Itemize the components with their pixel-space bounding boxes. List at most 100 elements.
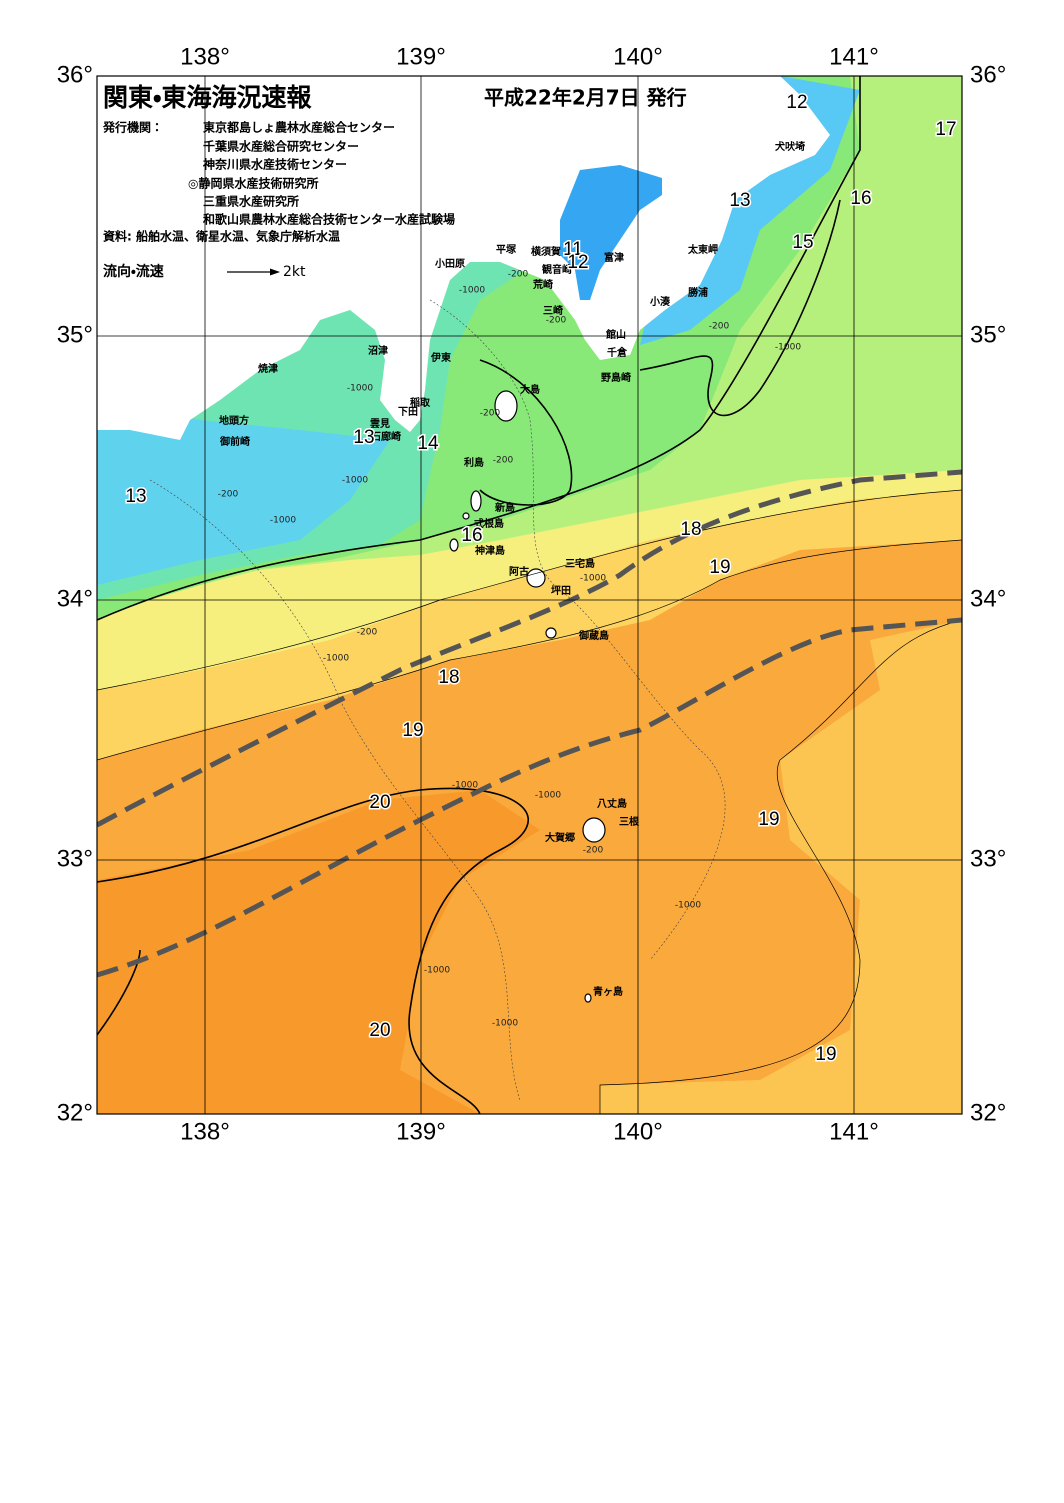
- depth-label: -1000: [580, 574, 606, 584]
- depth-label: -1000: [347, 384, 373, 394]
- latitude-label: 32°: [57, 1099, 93, 1126]
- latitude-label: 35°: [970, 321, 1006, 348]
- isotherm-label: 17: [935, 119, 956, 140]
- depth-label: -1000: [459, 286, 485, 296]
- isotherm: [97, 539, 962, 761]
- latitude-label: 36°: [57, 61, 93, 88]
- place-name: 三崎: [543, 304, 563, 317]
- place-name: 焼津: [258, 362, 278, 375]
- zone-19: [600, 620, 962, 1114]
- island: [462, 512, 470, 520]
- isotherm-label: 13: [353, 427, 374, 448]
- isotherm-label: 12: [786, 92, 807, 113]
- place-name: 利島: [464, 456, 484, 469]
- place-name: 勝浦: [688, 286, 708, 299]
- isotherm-label: 18: [438, 667, 459, 688]
- place-name: 沼津: [368, 344, 388, 357]
- longitude-label: 141°: [829, 1118, 879, 1145]
- place-name: 阿古: [509, 565, 529, 578]
- longitude-label: 140°: [613, 1118, 663, 1145]
- issuer: 三重県水産研究所: [203, 194, 299, 209]
- isotherm-label: 20: [369, 792, 390, 813]
- place-name: 神津島: [474, 544, 505, 557]
- island: [526, 568, 546, 588]
- place-name: 観音崎: [542, 263, 572, 276]
- place-name: 富津: [604, 251, 624, 264]
- isotherm-label: 19: [758, 809, 779, 830]
- depth-label: -200: [218, 490, 239, 500]
- latitude-label: 32°: [970, 1099, 1006, 1126]
- isotherm-label: 19: [402, 720, 423, 741]
- depth-label: -1000: [342, 476, 368, 486]
- isotherm-label: 20: [369, 1020, 390, 1041]
- isotherm-label: 19: [709, 557, 730, 578]
- place-name: 御蔵島: [578, 629, 609, 642]
- land: [97, 76, 830, 440]
- place-name: 雲見: [370, 418, 390, 430]
- issuer-label: 発行機関：: [102, 120, 163, 135]
- place-name: 下田: [398, 406, 418, 418]
- legend-arrowhead: [270, 268, 280, 276]
- depth-label: -1000: [270, 516, 296, 526]
- issuer: 和歌山県農林水産総合技術センター水産試験場: [202, 212, 455, 227]
- longitude-label: 138°: [180, 43, 230, 70]
- isotherms: [97, 76, 962, 1114]
- zone-13-14: [97, 400, 390, 585]
- isotherm: [639, 199, 841, 417]
- place-name: 坪田: [551, 584, 571, 597]
- islands: [449, 390, 606, 1003]
- data-source: 資料: 船舶水温、衛星水温、気象庁解析水温: [103, 229, 340, 244]
- place-name: 式根島: [474, 517, 504, 530]
- place-name: 地頭方: [219, 414, 249, 427]
- issuer: 千葉県水産総合研究センター: [203, 139, 359, 154]
- latitude-label: 33°: [970, 845, 1006, 872]
- legend-label: 流向・流速: [103, 263, 164, 280]
- place-name: 御前崎: [219, 435, 250, 448]
- kuroshio-axis: [97, 617, 962, 978]
- longitude-label: 138°: [180, 1118, 230, 1145]
- place-name: 青ヶ島: [593, 985, 623, 998]
- isotherm: [479, 359, 573, 506]
- depth-label: -200: [583, 846, 604, 856]
- depth-label: -200: [546, 316, 567, 326]
- depth-contour: [149, 479, 521, 1101]
- place-name: 小湊: [649, 295, 671, 308]
- isotherm-label: 15: [792, 232, 813, 253]
- place-name: 稲取: [410, 396, 431, 409]
- isotherm-label: 14: [417, 433, 439, 454]
- depth-label: -1000: [775, 343, 801, 353]
- latitude-label: 33°: [57, 845, 93, 872]
- place-name: 荒崎: [532, 278, 553, 291]
- latitude-label: 36°: [970, 61, 1006, 88]
- isotherm: [97, 489, 962, 691]
- issuer: ◎静岡県水産技術研究所: [188, 176, 318, 191]
- isotherm-label: 11: [563, 239, 583, 260]
- place-name: 三宅島: [565, 557, 595, 570]
- longitude-label: 140°: [613, 43, 663, 70]
- place-name: 三根: [619, 815, 640, 828]
- place-name: 新島: [494, 501, 515, 514]
- depth-label: -200: [508, 270, 529, 280]
- tokyo-bay: [560, 165, 662, 300]
- depth-label: -1000: [535, 791, 561, 801]
- isotherm: [599, 619, 962, 1114]
- place-name: 野島崎: [601, 371, 631, 384]
- isotherm: [97, 787, 529, 1114]
- isotherm-label: 16: [461, 525, 482, 546]
- depth-label: -200: [357, 628, 378, 638]
- isotherm-label: 19: [815, 1044, 836, 1065]
- depth-label: -1000: [424, 966, 450, 976]
- place-name: 大賀郷: [545, 831, 575, 844]
- map-frame: [96, 75, 963, 1115]
- issuer: 神奈川県水産技術センター: [202, 157, 347, 172]
- depth-label: -200: [709, 322, 730, 332]
- issuer: 東京都島しょ農林水産総合センター: [203, 120, 395, 135]
- isotherm-label: 12: [567, 252, 588, 273]
- latitude-label: 34°: [970, 585, 1006, 612]
- place-name: 千倉: [607, 346, 628, 359]
- legend-scale: 2kt: [283, 264, 306, 280]
- place-name: 小田原: [434, 257, 465, 270]
- latitude-label: 34°: [57, 585, 93, 612]
